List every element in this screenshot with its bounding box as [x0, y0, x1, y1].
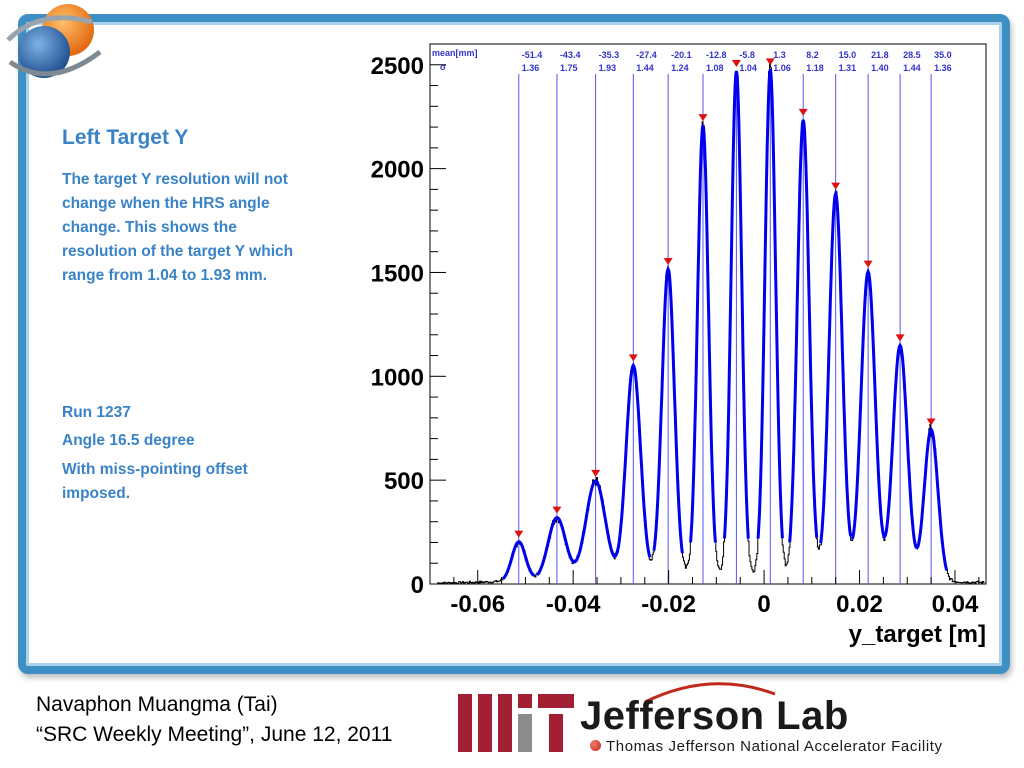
angle-label: Angle 16.5 degree	[62, 432, 195, 449]
y-tick-label: 2000	[371, 157, 424, 184]
peak-mean-label: -35.3	[599, 50, 620, 60]
gaussian-fit-curve	[689, 124, 717, 543]
peak-mean-label: -51.4	[522, 50, 543, 60]
peak-sigma-label: 1.18	[806, 63, 824, 73]
peak-mean-label: -27.4	[636, 50, 657, 60]
run-label: Run 1237	[62, 404, 131, 421]
peak-sigma-label: 1.40	[871, 63, 889, 73]
y-tick-label: 2500	[371, 53, 424, 80]
globe-logo-icon	[6, 4, 102, 78]
peak-marker	[831, 182, 841, 190]
gaussian-fit-curve	[615, 362, 652, 558]
peak-marker	[926, 418, 936, 426]
peak-mean-label: 8.2	[806, 50, 819, 60]
peak-marker	[731, 60, 741, 68]
peak-sigma-label: 1.24	[671, 63, 689, 73]
gaussian-fit-curve	[652, 264, 684, 554]
peak-sigma-label: 1.36	[934, 63, 952, 73]
footer: Navaphon Muangma (Tai) “SRC Weekly Meeti…	[36, 690, 392, 750]
jlab-swoosh-icon	[644, 682, 776, 704]
peak-sigma-label: 1.31	[839, 63, 857, 73]
peak-sigma-label: 1.44	[636, 63, 654, 73]
peak-marker	[514, 530, 524, 538]
jefferson-lab-logo-text: Jefferson Lab	[580, 694, 849, 738]
peak-marker	[798, 108, 808, 116]
peak-mean-label: 21.8	[871, 50, 889, 60]
y-tick-label: 500	[384, 468, 424, 495]
y-tick-label: 0	[411, 572, 424, 599]
gaussian-fit-curve	[882, 342, 918, 549]
x-tick-label: 0.02	[836, 591, 883, 618]
offset-note: With miss-pointing offset imposed.	[62, 461, 248, 502]
y-tick-label: 1000	[371, 364, 424, 391]
x-tick-label: 0.04	[932, 591, 979, 618]
peak-sigma-label: 1.93	[599, 63, 617, 73]
gaussian-fit-curve	[502, 540, 535, 580]
jlab-subtitle-text: Thomas Jefferson National Accelerator Fa…	[606, 738, 943, 755]
gaussian-fit-curve	[850, 267, 886, 540]
peak-sigma-label: 1.06	[773, 63, 791, 73]
stat-header-sigma: σ	[440, 62, 446, 72]
peak-mean-label: 1.3	[773, 50, 786, 60]
peak-mean-label: -20.1	[671, 50, 692, 60]
x-tick-label: 0	[757, 591, 770, 618]
x-axis-label: y_target [m]	[849, 621, 986, 648]
x-tick-label: -0.06	[450, 591, 505, 618]
peak-mean-label: -43.4	[560, 50, 581, 60]
slide-title: Left Target Y	[62, 126, 189, 149]
peak-mean-label: 35.0	[934, 50, 952, 60]
peak-marker	[591, 469, 601, 477]
slide-description: The target Y resolution will not change …	[62, 171, 294, 284]
mit-logo-icon	[458, 694, 574, 752]
peak-sigma-label: 1.44	[903, 63, 921, 73]
peak-marker	[552, 506, 562, 514]
peak-mean-label: 15.0	[839, 50, 857, 60]
peak-marker	[628, 354, 638, 362]
y-tick-label: 1500	[371, 260, 424, 287]
stat-header-mean: mean[mm]	[432, 48, 478, 58]
jlab-dot-icon	[590, 740, 601, 751]
gaussian-fit-curve	[535, 516, 579, 576]
gaussian-fit-curve	[756, 69, 784, 539]
peak-marker	[765, 58, 775, 66]
peak-mean-label: -12.8	[706, 50, 727, 60]
peak-mean-label: 28.5	[903, 50, 921, 60]
peak-mean-label: -5.8	[739, 50, 755, 60]
gaussian-fit-curve	[788, 119, 819, 543]
footer-meeting: “SRC Weekly Meeting”, June 12, 2011	[36, 723, 393, 746]
histogram-chart: -0.06 -0.04 -0.02 0 0.02 0.04 0 500 1000 1500 2000…	[371, 43, 987, 648]
peak-marker	[895, 334, 905, 342]
peak-marker	[663, 257, 673, 265]
peak-sigma-label: 1.36	[522, 63, 540, 73]
gaussian-fit-curve	[723, 70, 750, 539]
footer-author: Navaphon Muangma (Tai)	[36, 693, 278, 716]
jefferson-lab-subtitle: Thomas Jefferson National Accelerator Fa…	[592, 738, 943, 755]
peak-sigma-label: 1.75	[560, 63, 578, 73]
peak-sigma-label: 1.04	[739, 63, 757, 73]
peak-marker	[863, 260, 873, 268]
x-tick-label: -0.04	[546, 591, 601, 618]
gaussian-fit-curve	[914, 426, 949, 571]
peak-sigma-label: 1.08	[706, 63, 724, 73]
peak-marker	[698, 114, 708, 122]
x-tick-label: -0.02	[641, 591, 696, 618]
gaussian-fit-curve	[819, 188, 853, 544]
gaussian-fit-curve	[573, 479, 620, 564]
